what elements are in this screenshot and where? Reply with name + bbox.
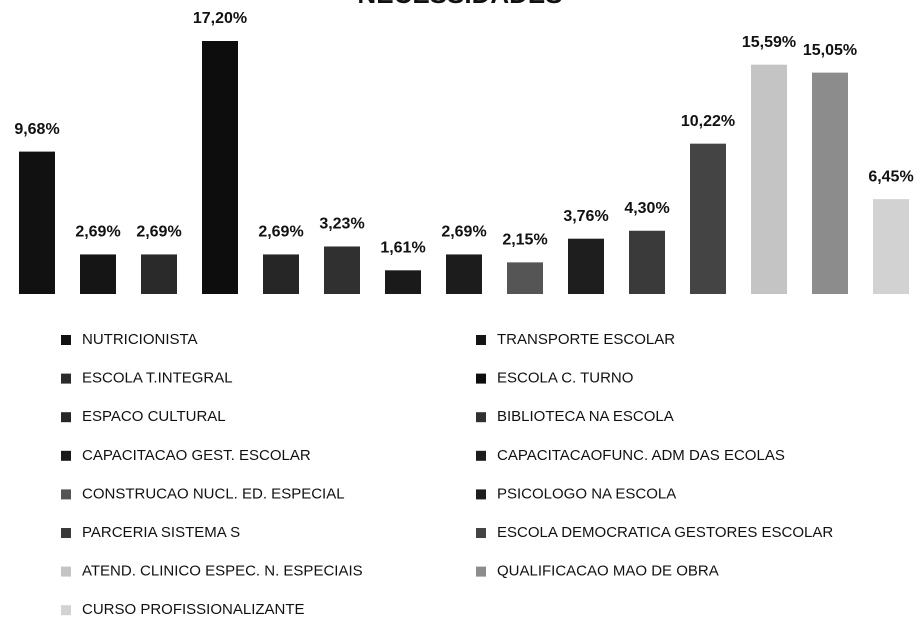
- value-label: 3,76%: [563, 208, 608, 225]
- value-label: 15,59%: [742, 34, 796, 51]
- bar: [19, 151, 55, 294]
- value-label: 17,20%: [193, 10, 247, 27]
- value-label: 2,15%: [502, 232, 547, 249]
- legend-label: CURSO PROFISSIONALIZANTE: [82, 601, 305, 618]
- legend-label: CAPACITACAO GEST. ESCOLAR: [82, 447, 311, 464]
- bar: [80, 254, 116, 294]
- legend-swatch: [476, 566, 486, 577]
- legend-label: CAPACITACAOFUNC. ADM DAS ECOLAS: [497, 447, 785, 464]
- value-label: 1,61%: [380, 240, 425, 257]
- bar: [751, 64, 787, 294]
- value-label: 2,69%: [136, 224, 181, 241]
- bar: [385, 270, 421, 294]
- bar: [202, 41, 238, 294]
- value-label: 4,30%: [624, 200, 669, 217]
- legend-label: NUTRICIONISTA: [82, 331, 198, 348]
- bar: [141, 254, 177, 294]
- legend-swatch: [61, 489, 71, 500]
- legend-swatch: [476, 450, 486, 461]
- legend-swatch: [476, 489, 486, 500]
- legend-label: ESCOLA C. TURNO: [497, 370, 633, 387]
- legend-label: PARCERIA SISTEMA S: [82, 524, 240, 541]
- chart-title: NECESSIDADES: [357, 0, 562, 9]
- value-label: 6,45%: [868, 168, 913, 185]
- legend-swatch: [61, 566, 71, 577]
- value-label: 2,69%: [75, 224, 120, 241]
- legend-swatch: [61, 450, 71, 461]
- bar: [324, 246, 360, 294]
- legend-swatch: [476, 412, 486, 423]
- value-label: 2,69%: [441, 224, 486, 241]
- bar: [690, 143, 726, 294]
- legend-label: ESPACO CULTURAL: [82, 408, 226, 425]
- bar: [446, 254, 482, 294]
- legend-label: TRANSPORTE ESCOLAR: [497, 331, 675, 348]
- value-label: 3,23%: [319, 216, 364, 233]
- value-label: 15,05%: [803, 42, 857, 59]
- legend-swatch: [61, 335, 71, 345]
- legend-label: BIBLIOTECA NA ESCOLA: [497, 408, 674, 425]
- legend-swatch: [61, 605, 71, 616]
- bar: [873, 199, 909, 294]
- bar: [812, 72, 848, 294]
- legend-label: CONSTRUCAO NUCL. ED. ESPECIAL: [82, 485, 345, 502]
- legend-swatch: [61, 373, 71, 384]
- legend-label: QUALIFICACAO MAO DE OBRA: [497, 563, 719, 580]
- legend-label: ATEND. CLINICO ESPEC. N. ESPECIAIS: [82, 563, 363, 580]
- legend-label: ESCOLA DEMOCRATICA GESTORES ESCOLAR: [497, 524, 833, 541]
- value-label: 9,68%: [14, 121, 59, 138]
- bar: [263, 254, 299, 294]
- legend-swatch: [476, 528, 486, 538]
- legend-swatch: [476, 335, 486, 345]
- legend-swatch: [476, 373, 486, 384]
- value-label: 2,69%: [258, 224, 303, 241]
- legend-label: PSICOLOGO NA ESCOLA: [497, 485, 676, 502]
- bar: [568, 238, 604, 294]
- bar: [629, 230, 665, 294]
- legend-swatch: [61, 528, 71, 538]
- legend-label: ESCOLA T.INTEGRAL: [82, 370, 233, 387]
- value-label: 10,22%: [681, 113, 735, 130]
- bar: [507, 262, 543, 294]
- legend-swatch: [61, 412, 71, 423]
